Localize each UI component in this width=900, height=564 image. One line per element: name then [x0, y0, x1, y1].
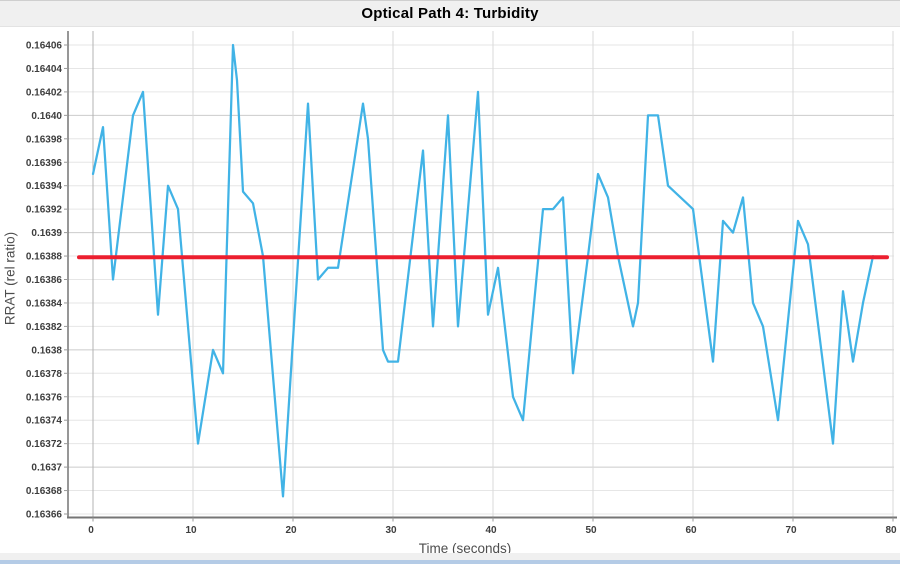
y-tick-label: 0.16374 [26, 416, 63, 427]
y-tick-label: 0.16406 [26, 41, 63, 52]
x-tick-label: 20 [285, 525, 297, 536]
y-tick-label: 0.16404 [26, 64, 63, 75]
y-axis-title: RRAT (rel ratio) [2, 231, 18, 326]
turbidity-signal [91, 43, 875, 498]
x-tick-label: 60 [685, 525, 697, 536]
y-tick-label: 0.16366 [26, 510, 63, 521]
x-tick-label: 0 [88, 525, 94, 536]
y-tick-label: 0.16368 [26, 486, 63, 497]
y-tick-label: 0.16382 [26, 322, 63, 333]
window-bottom-edge [0, 560, 900, 564]
y-tick-label: 0.1639 [31, 228, 62, 239]
y-tick-label: 0.16384 [26, 298, 63, 309]
window-bottom-bar [0, 553, 900, 564]
y-tick-label: 0.1638 [31, 345, 62, 356]
y-tick-label: 0.1637 [31, 463, 62, 474]
y-tick-label: 0.16386 [26, 275, 63, 286]
x-tick-label: 30 [385, 525, 397, 536]
x-axis-title: Time (seconds) [418, 541, 512, 556]
x-tick-label: 40 [485, 525, 497, 536]
y-tick-label: 0.1640 [31, 111, 62, 122]
y-tick-label: 0.16378 [26, 369, 63, 380]
x-tick-label: 70 [785, 525, 797, 536]
x-tick-label: 10 [185, 525, 197, 536]
y-tick-label: 0.16402 [26, 87, 63, 98]
y-tick-label: 0.16372 [26, 439, 63, 450]
y-tick-label: 0.16398 [26, 134, 63, 145]
y-tick-label: 0.16394 [26, 181, 63, 192]
y-tick-label: 0.16396 [26, 158, 63, 169]
chart-title-bar: Optical Path 4: Turbidity [0, 0, 900, 27]
x-tick-label: 80 [885, 525, 897, 536]
x-tick-label: 50 [585, 525, 597, 536]
chart-title: Optical Path 4: Turbidity [361, 5, 539, 22]
y-tick-label: 0.16376 [26, 392, 63, 403]
y-tick-label: 0.16388 [26, 252, 63, 263]
y-tick-label: 0.16392 [26, 205, 63, 216]
